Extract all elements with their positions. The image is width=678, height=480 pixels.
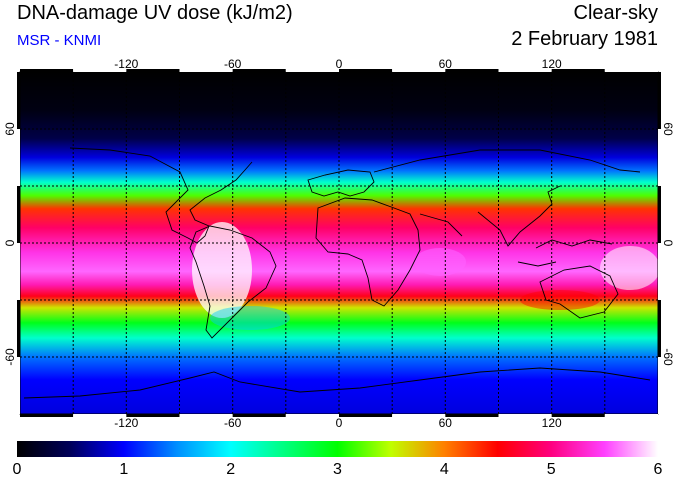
europe-coast <box>307 169 375 197</box>
asia-coast <box>373 149 641 247</box>
source-label: MSR - KNMI <box>17 32 102 49</box>
antarctica-coast <box>23 367 651 399</box>
south-atlantic-band <box>210 306 290 330</box>
longitude-labels-bottom: -120 -60 0 60 120 <box>114 416 562 430</box>
map-border <box>17 69 661 417</box>
lat-label-right: 60 <box>661 122 675 136</box>
border-segment <box>232 69 286 72</box>
andes-high-dose-patch <box>192 222 252 318</box>
africa-high-dose-patch <box>414 248 466 276</box>
lon-label-bottom: 0 <box>336 416 343 430</box>
border-segment <box>658 243 661 300</box>
lon-label-top: -120 <box>114 57 138 71</box>
latitude-labels-left: 60 0 -60 <box>3 122 17 366</box>
border-segment <box>179 414 233 417</box>
australia-coast <box>539 265 619 319</box>
border-segment <box>285 414 339 417</box>
border-segment <box>658 300 661 357</box>
pacific-high-dose-patch <box>600 246 658 290</box>
border-segment <box>658 357 661 414</box>
border-segment <box>392 414 446 417</box>
map-area <box>20 72 658 414</box>
longitude-labels-top: -120 -60 0 60 120 <box>114 57 562 71</box>
border-segment <box>604 414 658 417</box>
maritime-continent-coast <box>517 239 613 267</box>
colorbar-strip <box>17 441 658 457</box>
border-segment <box>232 414 286 417</box>
border-segment <box>551 414 605 417</box>
lat-label-left: 60 <box>3 122 17 136</box>
border-segment <box>445 69 499 72</box>
lon-label-bottom: 60 <box>439 416 453 430</box>
coastlines <box>23 147 651 399</box>
colorbar-tick-label: 0 <box>13 461 22 478</box>
border-segment <box>498 414 552 417</box>
map-title: DNA-damage UV dose (kJ/m2) <box>17 2 293 24</box>
border-segment <box>17 129 20 186</box>
colorbar-tick-label: 5 <box>547 461 556 478</box>
border-segment <box>126 414 180 417</box>
border-segment <box>17 243 20 300</box>
latitude-labels-right: 60 0 -60 <box>661 122 675 366</box>
lon-label-bottom: -60 <box>224 416 242 430</box>
colorbar-tick-label: 2 <box>226 461 235 478</box>
sky-condition-label: Clear-sky <box>573 2 658 24</box>
lon-label-top: -60 <box>224 57 242 71</box>
border-segment <box>20 69 74 72</box>
grid-lines <box>20 72 658 414</box>
colorbar: 0 1 2 3 4 5 6 <box>13 441 663 478</box>
date-label: 2 February 1981 <box>511 28 658 50</box>
border-segment <box>285 69 339 72</box>
lat-label-right: -60 <box>661 348 675 366</box>
map-border-segments <box>17 69 661 417</box>
border-segment <box>658 129 661 186</box>
border-segment <box>17 72 20 129</box>
border-segment <box>658 186 661 243</box>
border-segment <box>73 414 127 417</box>
lon-label-top: 120 <box>542 57 562 71</box>
colorbar-tick-label: 1 <box>119 461 128 478</box>
lon-label-bottom: -120 <box>114 416 138 430</box>
south-america-coast <box>189 225 277 339</box>
border-segment <box>498 69 552 72</box>
lon-label-top: 60 <box>439 57 453 71</box>
lon-label-top: 0 <box>336 57 343 71</box>
border-segment <box>73 69 127 72</box>
border-segment <box>551 69 605 72</box>
border-segment <box>20 414 74 417</box>
border-segment <box>179 69 233 72</box>
lon-label-bottom: 120 <box>542 416 562 430</box>
lat-label-left: 0 <box>3 239 17 246</box>
border-segment <box>339 414 393 417</box>
border-segment <box>126 69 180 72</box>
border-segment <box>604 69 658 72</box>
colorbar-tick-label: 4 <box>440 461 449 478</box>
border-segment <box>339 69 393 72</box>
border-segment <box>658 72 661 129</box>
border-segment <box>17 357 20 414</box>
border-segment <box>17 300 20 357</box>
border-segment <box>17 186 20 243</box>
lat-label-left: -60 <box>3 348 17 366</box>
border-segment <box>392 69 446 72</box>
colorbar-tick-label: 3 <box>333 461 342 478</box>
africa-coast <box>315 197 421 307</box>
border-segment <box>445 414 499 417</box>
colorbar-tick-label: 6 <box>654 461 663 478</box>
lat-label-right: 0 <box>661 240 675 247</box>
